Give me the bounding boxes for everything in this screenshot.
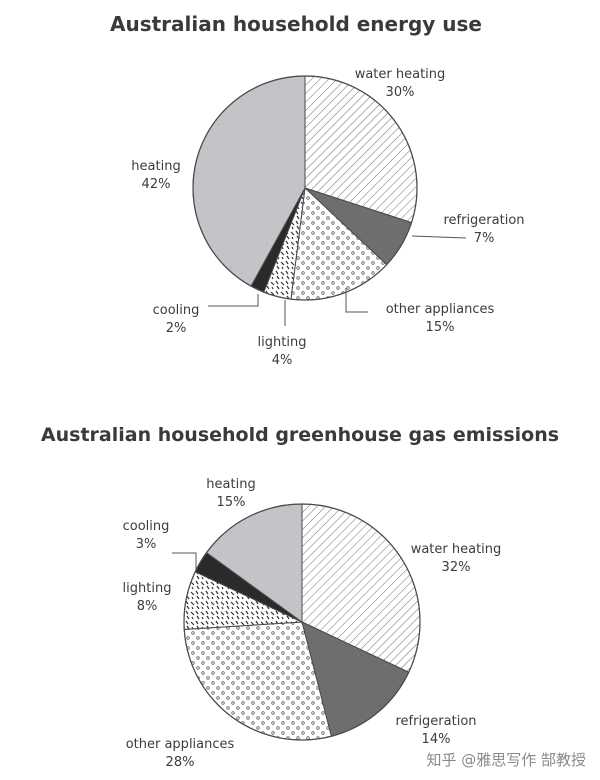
slice-label-water-heating: water heating [411,542,502,557]
slice-value-lighting: 8% [137,599,158,614]
slice-label-cooling: cooling [153,303,200,318]
slice-value-other-appliances: 28% [166,755,195,770]
slice-value-cooling: 3% [136,537,157,552]
leader-line-cooling [172,552,197,570]
chart-title-greenhouse-emissions: Australian household greenhouse gas emis… [40,424,560,446]
slice-label-water-heating: water heating [355,67,446,82]
slice-value-other-appliances: 15% [426,320,455,335]
slice-label-other-appliances: other appliances [386,302,495,317]
slice-label-heating: heating [131,159,180,174]
slice-value-heating: 42% [142,177,171,192]
chart-title-energy-use: Australian household energy use [109,12,482,36]
leader-line-refrigeration [411,235,467,239]
pie-outline [183,503,421,741]
slice-value-cooling: 2% [166,321,187,336]
slice-value-heating: 15% [217,495,246,510]
watermark-text: 知乎 @雅思写作 郜教授 [426,751,586,769]
slice-value-lighting: 4% [272,353,293,368]
slice-label-other-appliances: other appliances [126,737,235,752]
slice-value-refrigeration: 7% [474,231,495,246]
pie-outline [192,75,418,301]
leader-line-other-appliances [345,288,368,313]
slice-label-heating: heating [206,477,255,492]
slice-value-refrigeration: 14% [422,732,451,747]
pie-chart-energy-use: water heating 30% refrigeration 7% other app… [131,67,524,368]
slice-value-water-heating: 30% [386,85,415,100]
slice-label-lighting: lighting [258,335,307,350]
slice-label-refrigeration: refrigeration [443,213,524,228]
slice-label-lighting: lighting [123,581,172,596]
slice-label-refrigeration: refrigeration [395,714,476,729]
slice-label-cooling: cooling [123,519,170,534]
leader-line-cooling [208,294,259,307]
slice-value-water-heating: 32% [442,560,471,575]
